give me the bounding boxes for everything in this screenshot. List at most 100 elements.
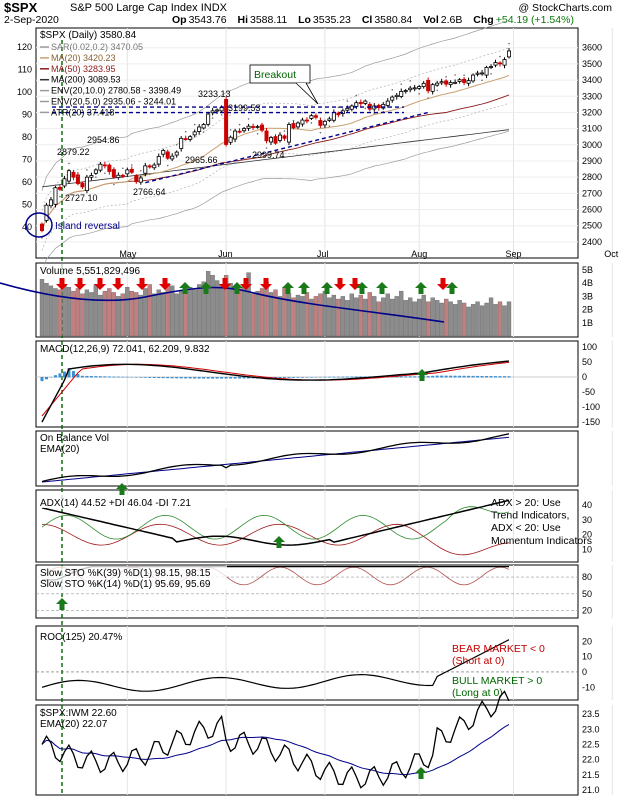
right-axis-tick-price: 2500: [582, 221, 602, 231]
candle-body: [269, 137, 274, 143]
volume-bar: [354, 297, 359, 337]
candle-body: [215, 109, 220, 112]
right-axis-tick-roc: 0: [582, 667, 587, 677]
candle-body: [273, 136, 278, 144]
candle-body: [286, 124, 291, 143]
candle-body: [170, 155, 175, 160]
panel-frame: [35, 704, 579, 796]
signal-arrow: [74, 278, 86, 290]
candle-body: [457, 79, 462, 82]
signal-arrow: [112, 278, 124, 290]
volume-bar: [57, 289, 63, 337]
candle-body: [71, 171, 76, 178]
macd-histogram-bar: [175, 377, 179, 379]
volume-bar: [107, 288, 112, 337]
volume-bar: [205, 271, 211, 337]
panel-frame: [35, 430, 579, 487]
panel-frame: [35, 262, 579, 338]
right-axis-tick-price: 3300: [582, 91, 602, 101]
candle-body: [219, 107, 224, 112]
right-axis-tick-ratio: 21.0: [582, 785, 600, 795]
volume-bar: [179, 290, 184, 337]
sar-dot: [229, 129, 232, 131]
candle-body: [120, 174, 125, 177]
signal-arrow: [282, 282, 294, 294]
left-axis-tick: 100: [17, 87, 32, 97]
volume-bar: [484, 302, 489, 337]
signal-arrow: [334, 278, 346, 290]
obv-ema-line: [41, 436, 510, 483]
macd-histogram-bar: [327, 376, 331, 378]
volume-bar: [66, 286, 72, 337]
macd-histogram-bar: [80, 375, 84, 378]
sar-dot: [131, 164, 133, 166]
right-axis-tick-ratio: 23.5: [582, 709, 600, 719]
macd-histogram-bar: [467, 375, 471, 378]
right-axis-tick-adx: 30: [582, 515, 592, 525]
sar-dot: [256, 133, 259, 135]
candle-body: [116, 174, 121, 179]
volume-bar: [318, 293, 323, 337]
macd-histogram-bar: [332, 376, 336, 378]
volume-bar: [39, 279, 45, 337]
right-axis-tick-ratio: 23.0: [582, 724, 600, 734]
volume-bar: [372, 296, 377, 337]
volume-bar: [197, 284, 202, 337]
candle-body: [161, 150, 166, 155]
candle-body: [358, 102, 363, 104]
volume-bar: [210, 275, 215, 337]
sar-dot: [148, 173, 151, 176]
sma20-line: [41, 74, 510, 231]
island-reversal-label: Island reversal: [55, 221, 120, 232]
sar-dot: [472, 81, 474, 84]
right-axis-tick-macd: -150: [582, 417, 600, 427]
volume-bar: [223, 275, 229, 337]
signal-arrow: [349, 278, 361, 290]
signal-arrow: [273, 536, 285, 548]
adx-note-line: Trend Indicators,: [491, 510, 569, 522]
left-axis-tick: 50: [22, 200, 32, 210]
macd-histogram-bar: [323, 376, 327, 378]
sar-dot: [418, 93, 420, 95]
volume-bar: [125, 286, 130, 337]
signal-arrow: [437, 278, 449, 290]
macd-histogram-bar: [485, 376, 489, 378]
signal-arrow: [446, 282, 458, 294]
island-reversal-circle: [25, 212, 53, 238]
macd-histogram-bar: [274, 377, 277, 379]
macd-histogram-bar: [318, 376, 322, 378]
candle-body: [480, 72, 485, 75]
macd-histogram-bar: [233, 377, 237, 379]
bear-market-note: BEAR MARKET < 0: [452, 643, 545, 655]
macd-histogram-bar: [202, 377, 206, 379]
panel-frame: [35, 340, 579, 428]
sar-dot: [445, 76, 447, 78]
volume-bar: [421, 294, 426, 337]
macd-histogram-bar: [494, 376, 498, 378]
volume-bar: [497, 301, 503, 337]
candle-body: [381, 103, 386, 109]
macd-histogram-bar: [300, 377, 304, 378]
volume-bar: [479, 305, 485, 337]
sar-dot: [86, 169, 88, 171]
right-axis-tick-adx: 40: [582, 500, 592, 510]
macd-histogram-bar: [282, 377, 286, 378]
sar-dot: [220, 114, 223, 116]
macd-histogram-bar: [215, 377, 219, 379]
volume-bar: [71, 290, 76, 337]
volume-bar: [277, 296, 283, 337]
candle-body: [502, 59, 507, 66]
candle-body: [394, 94, 399, 97]
volume-bar: [506, 301, 512, 337]
signal-arrow: [415, 282, 427, 294]
volume-bar: [340, 296, 346, 337]
volume-bar: [53, 288, 58, 337]
right-axis-tick-ratio: 21.5: [582, 770, 600, 780]
volume-bar: [461, 302, 467, 337]
volume-bar: [80, 293, 85, 337]
right-axis-tick-price: 2900: [582, 156, 602, 166]
macd-histogram-bar: [309, 377, 313, 378]
bull-market-note: (Long at 0): [452, 687, 503, 699]
macd-histogram-bar: [453, 375, 457, 378]
